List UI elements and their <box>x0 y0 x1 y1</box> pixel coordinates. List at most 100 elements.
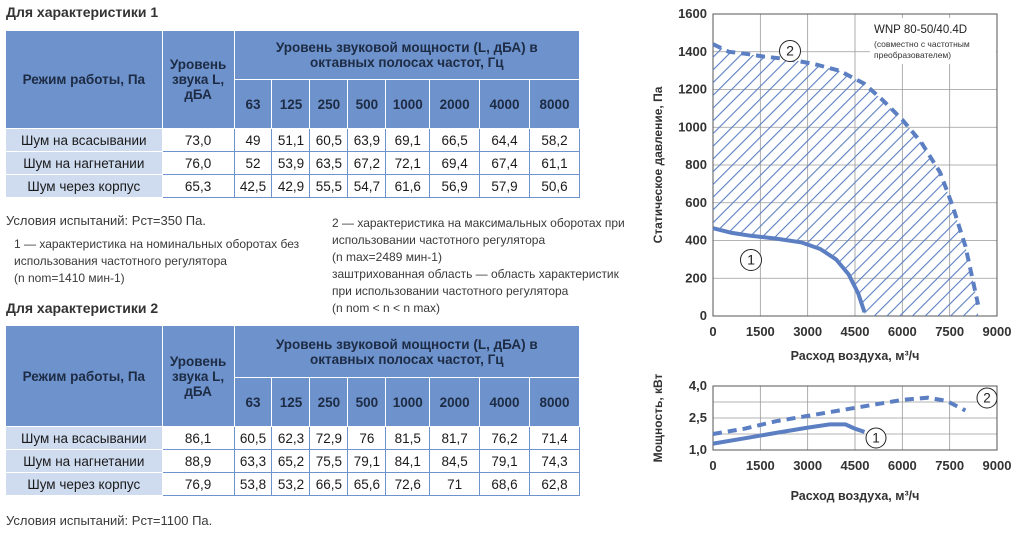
note-curve-2: 2 — характеристика на максимальных оборо… <box>332 215 625 317</box>
model-label-background <box>870 18 996 64</box>
row-label: Шум через корпус <box>5 174 163 198</box>
note-3-line3: (n nom < n < n max) <box>332 301 441 315</box>
table-row: Шум на всасывании 73,0 49 51,1 60,5 63,9 69,1 6… <box>5 128 580 152</box>
x-tick-label: 0 <box>709 324 716 339</box>
band-value: 67,4 <box>479 151 530 175</box>
y-tick-label: 1400 <box>678 44 707 59</box>
x-tick-label: 9000 <box>983 324 1012 339</box>
band-value: 50,6 <box>529 174 580 198</box>
series-marker-circle <box>865 427 887 449</box>
band-value: 60,5 <box>233 426 273 450</box>
sound-level-value: 76,0 <box>161 151 235 175</box>
series-1-curve <box>712 422 866 446</box>
x-tick-label: 3000 <box>793 324 822 339</box>
note-1-line3: (n nom=1410 мин-1) <box>14 271 125 285</box>
y-tick-label: 600 <box>685 195 707 210</box>
band-value: 67,2 <box>347 151 387 175</box>
y-axis-label: Статическое давление, Па <box>651 86 665 243</box>
x-axis-label: Расход воздуха, м³/ч <box>791 489 920 503</box>
band-value: 69,4 <box>429 151 481 175</box>
band-value: 51,1 <box>271 128 311 152</box>
band-value: 72,1 <box>385 151 431 175</box>
table1-conditions: Условия испытаний: Рст=350 Па. <box>6 213 206 228</box>
sound-level-header: Уровень звука L, дБА <box>161 30 235 129</box>
sound-power-header: Уровень звуковой мощности (L, дБА) в окт… <box>233 30 581 80</box>
series-label: 1 <box>747 253 755 269</box>
band-value: 84,1 <box>385 449 431 473</box>
band-value: 54,7 <box>347 174 387 198</box>
y-tick-label: 1200 <box>678 82 707 97</box>
series-2-curve <box>712 395 967 436</box>
x-tick-label: 0 <box>709 458 716 473</box>
band-value: 58,2 <box>529 128 580 152</box>
row-label: Шум на нагнетании <box>5 151 163 175</box>
y-axis-label: Мощность, кВт <box>651 373 665 462</box>
freq-header: 63 <box>233 377 273 427</box>
note-3-line2: при использовании частотного регулятора <box>332 284 569 298</box>
band-value: 79,1 <box>479 449 530 473</box>
y-tick-label: 200 <box>685 270 707 285</box>
freq-header: 125 <box>271 377 311 427</box>
note-3-line1: заштрихованная область — область характе… <box>332 267 619 281</box>
band-value: 74,3 <box>529 449 580 473</box>
band-value: 72,9 <box>309 426 349 450</box>
pressure-chart: 1 2 0 1500 3000 4500 6000 7500 9000 0 200 400 600 800… <box>651 6 1012 363</box>
sound-level-header: Уровень звука L, дБА <box>161 325 235 427</box>
band-value: 65,2 <box>271 449 311 473</box>
y-tick-label: 2,5 <box>689 410 707 425</box>
series-label: 2 <box>983 391 991 406</box>
x-tick-label: 4500 <box>841 458 870 473</box>
band-value: 81,7 <box>429 426 481 450</box>
series-marker-circle <box>976 387 998 409</box>
noise-table-2: Режим работы, Па Уровень звука L, дБА Уров… <box>5 325 581 496</box>
model-note-line1: (совместно с частотным <box>874 39 970 49</box>
freq-header: 1000 <box>385 79 431 129</box>
note-curve-1: 1 — характеристика на номинальных оборот… <box>14 236 299 287</box>
note-2-line1: 2 — характеристика на максимальных оборо… <box>332 216 625 230</box>
series-marker-circle <box>740 249 762 271</box>
plot-frame <box>712 385 998 451</box>
band-value: 69,1 <box>385 128 431 152</box>
sound-level-value: 86,1 <box>161 426 235 450</box>
band-value: 49 <box>233 128 273 152</box>
freq-header: 250 <box>309 79 349 129</box>
freq-header: 8000 <box>529 377 580 427</box>
band-value: 63,9 <box>347 128 387 152</box>
band-value: 63,3 <box>233 449 273 473</box>
band-value: 71 <box>429 472 481 496</box>
shaded-region <box>713 44 979 316</box>
freq-header: 63 <box>233 79 273 129</box>
band-value: 79,1 <box>347 449 387 473</box>
band-value: 57,9 <box>479 174 530 198</box>
freq-header: 125 <box>271 79 311 129</box>
model-name: WNP 80-50/40.4D <box>874 24 967 36</box>
freq-header: 500 <box>347 79 387 129</box>
band-value: 75,5 <box>309 449 349 473</box>
x-tick-label: 3000 <box>793 458 822 473</box>
band-value: 62,3 <box>271 426 311 450</box>
x-axis-label: Расход воздуха, м³/ч <box>791 349 920 363</box>
note-2-line3: (n max=2489 мин-1) <box>332 250 442 264</box>
table-row: Шум на всасывании 86,1 60,5 62,3 72,9 76 81,5 8… <box>5 426 580 450</box>
model-note-line2: преобразователем) <box>874 50 951 60</box>
y-tick-label: 1600 <box>678 6 707 21</box>
series-label: 2 <box>786 44 794 60</box>
band-value: 71,4 <box>529 426 580 450</box>
y-tick-label: 1000 <box>678 119 707 134</box>
series-marker-circle <box>779 40 801 62</box>
band-value: 53,2 <box>271 472 311 496</box>
band-value: 63,5 <box>309 151 349 175</box>
row-label: Шум через корпус <box>5 472 163 496</box>
band-value: 61,1 <box>529 151 580 175</box>
table-row: Шум на нагнетании 76,0 52 53,9 63,5 67,2 72,1 6… <box>5 151 580 175</box>
series-label: 1 <box>872 431 880 446</box>
series-1-curve <box>712 226 867 313</box>
sound-level-value: 88,9 <box>161 449 235 473</box>
band-value: 76 <box>347 426 387 450</box>
note-1-line1: 1 — характеристика на номинальных оборот… <box>14 237 300 251</box>
band-value: 60,5 <box>309 128 349 152</box>
row-label: Шум на нагнетании <box>5 449 163 473</box>
x-tick-label: 7500 <box>935 458 964 473</box>
band-value: 53,8 <box>233 472 273 496</box>
freq-header: 4000 <box>479 377 530 427</box>
